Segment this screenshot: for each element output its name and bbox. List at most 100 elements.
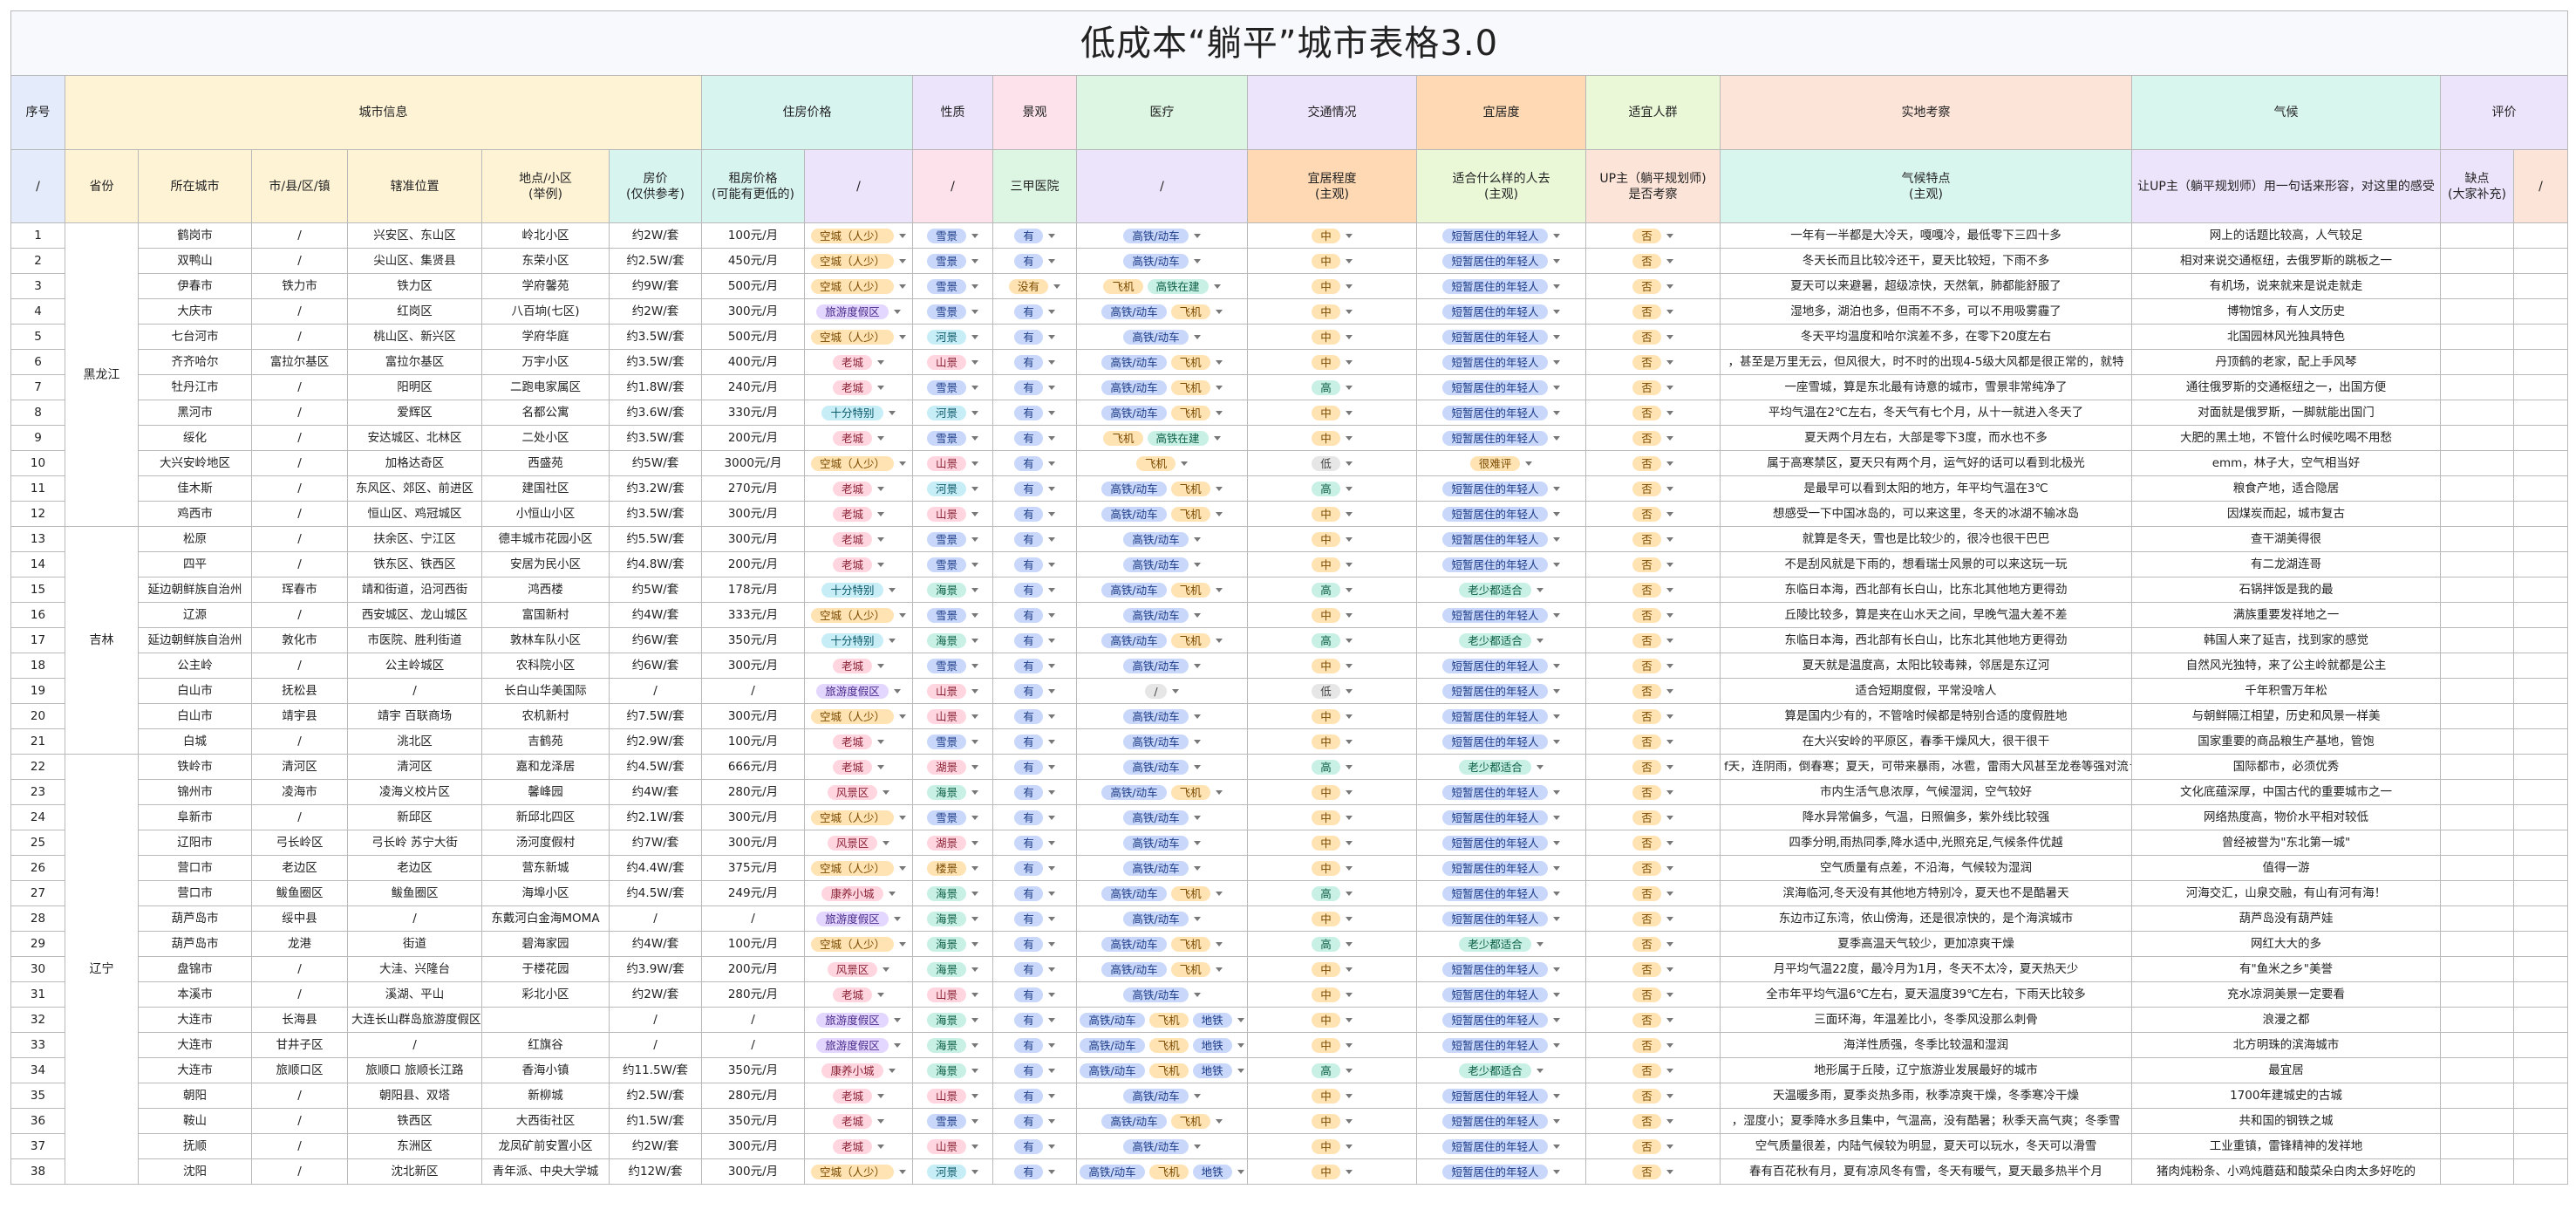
nature-cell[interactable]: 空城（人少） — [804, 931, 913, 957]
chevron-down-icon[interactable] — [1666, 461, 1673, 466]
chevron-down-icon[interactable] — [1237, 1169, 1244, 1174]
traffic-cell[interactable]: 高铁/动车 飞机 — [1076, 931, 1248, 957]
view-cell[interactable]: 雪景 — [912, 222, 993, 249]
nature-cell[interactable]: 十分特别 — [804, 577, 913, 603]
livability-cell[interactable]: 高 — [1247, 475, 1417, 502]
chevron-down-icon[interactable] — [1666, 1144, 1673, 1149]
chevron-down-icon[interactable] — [1215, 359, 1223, 365]
chevron-down-icon[interactable] — [1345, 309, 1353, 314]
crowd-cell[interactable]: 短暂居住的年轻人 — [1416, 475, 1586, 502]
hospital-cell[interactable]: 有 — [992, 400, 1077, 426]
traffic-cell[interactable]: 高铁/动车 飞机 地铁 — [1076, 1007, 1248, 1033]
chevron-down-icon[interactable] — [1047, 941, 1055, 946]
visited-cell[interactable]: 否 — [1585, 931, 1721, 957]
visited-cell[interactable]: 否 — [1585, 475, 1721, 502]
traffic-cell[interactable]: 飞机 — [1076, 450, 1248, 476]
visited-cell[interactable]: 否 — [1585, 855, 1721, 881]
chevron-down-icon[interactable] — [971, 916, 978, 921]
chevron-down-icon[interactable] — [1666, 992, 1673, 997]
livability-cell[interactable]: 中 — [1247, 298, 1417, 325]
hospital-cell[interactable]: 有 — [992, 1133, 1077, 1159]
chevron-down-icon[interactable] — [1666, 865, 1673, 871]
chevron-down-icon[interactable] — [1666, 284, 1673, 289]
hospital-cell[interactable]: 有 — [992, 703, 1077, 729]
chevron-down-icon[interactable] — [1047, 789, 1055, 795]
chevron-down-icon[interactable] — [1345, 1068, 1353, 1073]
view-cell[interactable]: 雪景 — [912, 248, 993, 274]
nature-cell[interactable]: 老城 — [804, 728, 913, 755]
chevron-down-icon[interactable] — [1215, 638, 1223, 643]
chevron-down-icon[interactable] — [1193, 992, 1201, 997]
chevron-down-icon[interactable] — [971, 612, 978, 618]
chevron-down-icon[interactable] — [1666, 941, 1673, 946]
chevron-down-icon[interactable] — [1666, 612, 1673, 618]
chevron-down-icon[interactable] — [1552, 1144, 1560, 1149]
livability-cell[interactable]: 中 — [1247, 501, 1417, 527]
hospital-cell[interactable]: 有 — [992, 931, 1077, 957]
chevron-down-icon[interactable] — [1181, 461, 1188, 466]
view-cell[interactable]: 山景 — [912, 981, 993, 1008]
chevron-down-icon[interactable] — [899, 461, 906, 466]
visited-cell[interactable]: 否 — [1585, 1083, 1721, 1109]
chevron-down-icon[interactable] — [1345, 815, 1353, 820]
chevron-down-icon[interactable] — [1215, 410, 1223, 415]
chevron-down-icon[interactable] — [1345, 941, 1353, 946]
traffic-cell[interactable]: 高铁/动车 飞机 地铁 — [1076, 1158, 1248, 1185]
chevron-down-icon[interactable] — [1552, 233, 1560, 238]
chevron-down-icon[interactable] — [1047, 233, 1055, 238]
chevron-down-icon[interactable] — [888, 587, 896, 592]
hospital-cell[interactable]: 有 — [992, 602, 1077, 628]
hospital-cell[interactable]: 有 — [992, 248, 1077, 274]
nature-cell[interactable]: 老城 — [804, 1133, 913, 1159]
chevron-down-icon[interactable] — [1666, 638, 1673, 643]
view-cell[interactable]: 海景 — [912, 931, 993, 957]
chevron-down-icon[interactable] — [1552, 663, 1560, 668]
chevron-down-icon[interactable] — [1047, 587, 1055, 592]
chevron-down-icon[interactable] — [1193, 562, 1201, 567]
chevron-down-icon[interactable] — [1215, 789, 1223, 795]
chevron-down-icon[interactable] — [971, 359, 978, 365]
chevron-down-icon[interactable] — [1666, 562, 1673, 567]
chevron-down-icon[interactable] — [971, 865, 978, 871]
chevron-down-icon[interactable] — [1345, 435, 1353, 441]
chevron-down-icon[interactable] — [1215, 1118, 1223, 1124]
traffic-cell[interactable]: 高铁/动车 飞机 — [1076, 475, 1248, 502]
chevron-down-icon[interactable] — [1047, 536, 1055, 542]
view-cell[interactable]: 湖景 — [912, 754, 993, 780]
chevron-down-icon[interactable] — [1552, 840, 1560, 845]
chevron-down-icon[interactable] — [1345, 967, 1353, 972]
chevron-down-icon[interactable] — [1525, 461, 1533, 466]
hospital-cell[interactable]: 有 — [992, 1032, 1077, 1058]
chevron-down-icon[interactable] — [1552, 536, 1560, 542]
chevron-down-icon[interactable] — [1552, 688, 1560, 694]
crowd-cell[interactable]: 短暂居住的年轻人 — [1416, 1083, 1586, 1109]
chevron-down-icon[interactable] — [1237, 1042, 1244, 1048]
chevron-down-icon[interactable] — [1552, 739, 1560, 744]
chevron-down-icon[interactable] — [971, 258, 978, 263]
nature-cell[interactable]: 旅游度假区 — [804, 1007, 913, 1033]
chevron-down-icon[interactable] — [1047, 435, 1055, 441]
chevron-down-icon[interactable] — [899, 612, 906, 618]
chevron-down-icon[interactable] — [1345, 486, 1353, 491]
livability-cell[interactable]: 中 — [1247, 400, 1417, 426]
nature-cell[interactable]: 老城 — [804, 981, 913, 1008]
crowd-cell[interactable]: 短暂居住的年轻人 — [1416, 779, 1586, 805]
traffic-cell[interactable]: 高铁/动车 — [1076, 324, 1248, 350]
nature-cell[interactable]: 风景区 — [804, 956, 913, 982]
nature-cell[interactable]: 老城 — [804, 475, 913, 502]
chevron-down-icon[interactable] — [1193, 764, 1201, 769]
traffic-cell[interactable]: 高铁/动车 飞机 地铁 — [1076, 1057, 1248, 1083]
hospital-cell[interactable]: 有 — [992, 728, 1077, 755]
visited-cell[interactable]: 否 — [1585, 830, 1721, 856]
view-cell[interactable]: 山景 — [912, 450, 993, 476]
chevron-down-icon[interactable] — [1047, 916, 1055, 921]
nature-cell[interactable]: 旅游度假区 — [804, 298, 913, 325]
chevron-down-icon[interactable] — [1193, 233, 1201, 238]
chevron-down-icon[interactable] — [1047, 638, 1055, 643]
visited-cell[interactable]: 否 — [1585, 880, 1721, 906]
chevron-down-icon[interactable] — [971, 486, 978, 491]
chevron-down-icon[interactable] — [1666, 511, 1673, 516]
hospital-cell[interactable]: 有 — [992, 298, 1077, 325]
livability-cell[interactable]: 中 — [1247, 425, 1417, 451]
chevron-down-icon[interactable] — [971, 840, 978, 845]
